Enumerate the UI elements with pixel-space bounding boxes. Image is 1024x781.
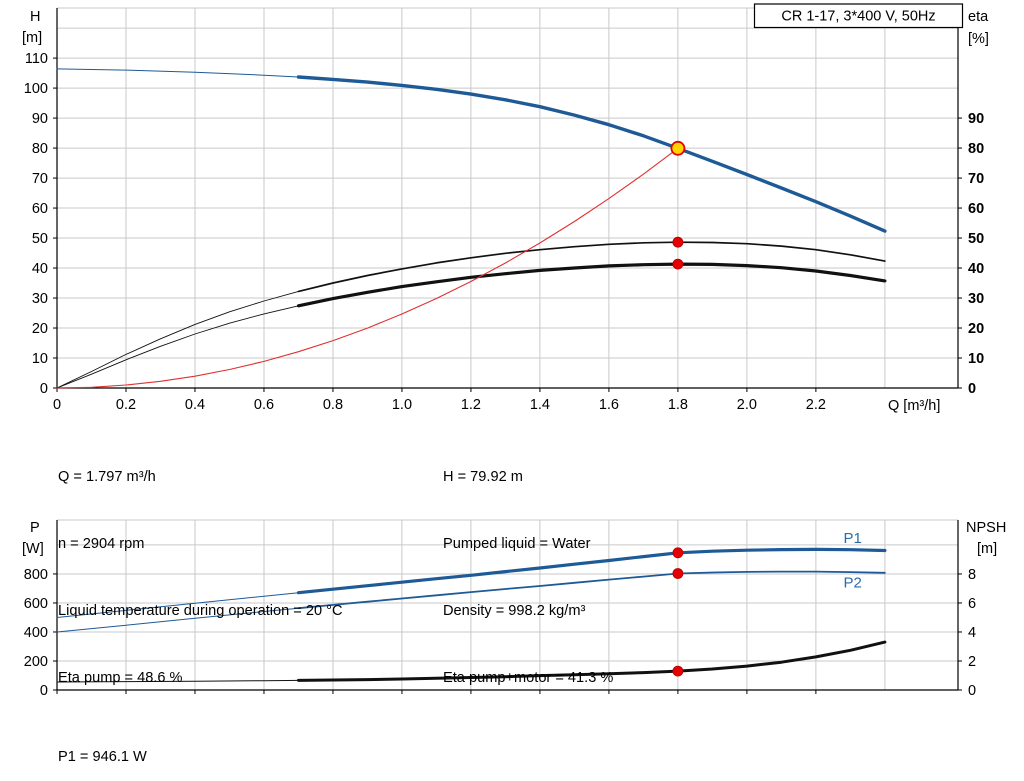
power-npsh-chart: 0 200 400 600 800 0 2 4 6 8 P1 P2 — [24, 519, 976, 699]
eta-pump-motor-point — [672, 258, 684, 270]
operating-data-left: Q = 1.797 m³/h n = 2904 rpm Liquid tempe… — [58, 421, 343, 735]
eta-pump-point — [672, 236, 684, 248]
y-tick-label-left: 40 — [32, 261, 48, 277]
y-tick-label-left: 0 — [40, 381, 48, 397]
y-tick-label-left: 20 — [32, 321, 48, 337]
q-axis-label: Q [m³/h] — [888, 398, 940, 414]
y-tick-label-left: 400 — [24, 625, 48, 641]
info-line-density: Density = 998.2 kg/m³ — [443, 603, 586, 620]
x-tick-label: 1.2 — [461, 397, 481, 413]
chart-title-box: CR 1-17, 3*400 V, 50Hz — [753, 3, 964, 29]
y-tick-label-right: 0 — [968, 683, 976, 699]
npsh-curve — [297, 640, 887, 682]
y-tick-label-left: 800 — [24, 567, 48, 583]
operating-data-right: H = 79.92 m Pumped liquid = Water Densit… — [443, 421, 613, 735]
p2-lowflow-curve — [56, 607, 299, 633]
info-line-q: Q = 1.797 m³/h — [58, 468, 156, 485]
duty-point — [670, 140, 686, 156]
x-tick-label: 1.8 — [668, 397, 688, 413]
y-tick-label-left: 30 — [32, 291, 48, 307]
y-tick-label-left: 110 — [25, 51, 48, 67]
h-axis-unit: [m] — [22, 30, 42, 46]
pump-type-title: CR 1-17, 3*400 V, 50Hz — [781, 9, 935, 25]
y-tick-label-left: 200 — [24, 654, 48, 670]
eta-pump-motor-lowflow-curve — [56, 305, 299, 389]
system-curve-curve — [56, 147, 679, 389]
p-axis-title: P — [30, 520, 40, 536]
y-tick-label-left: 60 — [32, 201, 48, 217]
y-tick-label-right: 60 — [968, 201, 984, 217]
y-tick-label-right: 30 — [968, 291, 984, 307]
y-tick-label-right: 70 — [968, 171, 984, 187]
info-line-eta-pump-motor: Eta pump+motor = 41.3 % — [443, 670, 614, 687]
info-line-liquid: Pumped liquid = Water — [443, 536, 591, 553]
p2-curve — [297, 570, 886, 610]
y-tick-label-right: 2 — [968, 654, 976, 670]
y-tick-label-left: 70 — [32, 171, 48, 187]
y-tick-label-right: 20 — [968, 321, 984, 337]
pump-curve-lowflow-curve — [56, 68, 299, 78]
operating-data-bottom: P1 = 946.1 W P2 = 802.9 W NPSH = 1.3 m — [58, 700, 152, 781]
x-tick-label: 2.2 — [806, 397, 826, 413]
eta-pump-motor-curve — [296, 262, 887, 308]
series-label-p2: P2 — [843, 575, 861, 592]
y-tick-label-left: 10 — [32, 351, 48, 367]
y-tick-label-right: 80 — [968, 141, 984, 157]
h-axis-title: H — [30, 9, 40, 25]
y-tick-label-right: 8 — [968, 567, 976, 583]
p1-point — [672, 547, 684, 559]
x-tick-label: 0.4 — [185, 397, 205, 413]
npsh-point — [672, 665, 684, 677]
y-tick-label-left: 50 — [32, 231, 48, 247]
y-tick-label-right: 6 — [968, 596, 976, 612]
y-tick-label-left: 80 — [32, 141, 48, 157]
title-box-frame — [753, 3, 964, 29]
y-tick-label-right: 90 — [968, 111, 984, 127]
series-label-p1: P1 — [843, 530, 861, 547]
info-line-p1: P1 = 946.1 W — [58, 749, 147, 765]
p-axis-unit: [W] — [22, 541, 44, 557]
info-line-h: H = 79.92 m — [443, 468, 523, 485]
x-tick-label: 1.4 — [530, 397, 550, 413]
y-tick-label-left: 100 — [24, 81, 48, 97]
x-tick-label: 0.2 — [116, 397, 136, 413]
info-line-temperature: Liquid temperature during operation = 20… — [58, 603, 343, 620]
p1-lowflow-curve — [56, 592, 299, 618]
p1-curve — [296, 547, 887, 595]
npsh-lowflow-curve — [56, 679, 299, 683]
x-tick-label: 1.0 — [392, 397, 412, 413]
eta-axis-unit: [%] — [968, 31, 989, 47]
pump-curve-curve — [296, 75, 887, 233]
y-tick-label-right: 40 — [968, 261, 984, 277]
eta-pump-curve — [297, 241, 886, 293]
y-tick-label-left: 0 — [40, 683, 48, 699]
x-tick-label: 0.8 — [323, 397, 343, 413]
eta-axis-title: eta — [968, 9, 989, 25]
y-tick-label-right: 0 — [968, 381, 976, 397]
qh-eta-chart: 0 0.2 0.4 0.6 0.8 1.0 1.2 1.4 1.6 1.8 2.0 2.2 0 10 20 3… — [24, 7, 984, 413]
eta-pump-lowflow-curve — [56, 290, 299, 389]
info-line-n: n = 2904 rpm — [58, 536, 145, 553]
info-line-eta-pump: Eta pump = 48.6 % — [58, 670, 183, 687]
x-tick-label: 0.6 — [254, 397, 274, 413]
y-tick-label-right: 4 — [968, 625, 976, 641]
npsh-axis-title: NPSH — [966, 520, 1006, 536]
y-tick-label-left: 600 — [24, 596, 48, 612]
x-tick-label: 2.0 — [737, 397, 757, 413]
p2-point — [672, 568, 684, 579]
y-tick-label-right: 10 — [968, 351, 984, 367]
y-tick-label-left: 90 — [32, 111, 48, 127]
npsh-axis-unit: [m] — [977, 541, 997, 557]
x-tick-label: 1.6 — [599, 397, 619, 413]
y-tick-label-right: 50 — [968, 231, 984, 247]
x-tick-label: 0 — [53, 397, 61, 413]
